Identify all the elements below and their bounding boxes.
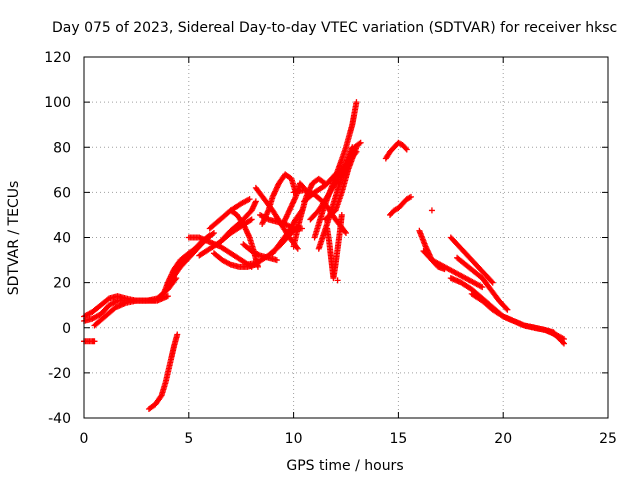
data-point bbox=[560, 340, 567, 347]
data-point bbox=[343, 229, 349, 236]
data-point bbox=[91, 338, 98, 345]
stray-points bbox=[330, 207, 435, 284]
data-point bbox=[504, 306, 511, 313]
series-arc-26 bbox=[311, 99, 360, 241]
data-point bbox=[407, 193, 414, 200]
data-point bbox=[488, 278, 495, 285]
y-tick-label: 20 bbox=[53, 276, 71, 292]
chart-title: Day 075 of 2023, Sidereal Day-to-day VTE… bbox=[52, 20, 617, 36]
data-point bbox=[559, 339, 566, 346]
data-point bbox=[273, 257, 280, 264]
series-arc-35 bbox=[454, 254, 511, 313]
series-arc-31 bbox=[382, 139, 410, 162]
series-arc-34 bbox=[447, 234, 496, 286]
y-tick-label: 0 bbox=[62, 321, 71, 337]
series-arc-28 bbox=[324, 211, 345, 282]
data-point bbox=[428, 207, 435, 214]
data-point bbox=[164, 293, 171, 300]
data-point bbox=[209, 230, 216, 237]
series-arc-30 bbox=[387, 193, 414, 218]
x-tick-label: 10 bbox=[285, 431, 303, 447]
data-point bbox=[246, 196, 253, 203]
series-arc-05 bbox=[145, 331, 181, 412]
series-arc-33 bbox=[420, 248, 486, 291]
data-point bbox=[479, 284, 486, 291]
x-tick-label: 20 bbox=[494, 431, 512, 447]
data-point bbox=[489, 279, 496, 286]
x-tick-label: 0 bbox=[80, 431, 89, 447]
y-tick-label: 60 bbox=[53, 185, 71, 201]
y-tick-label: 80 bbox=[53, 140, 71, 156]
y-tick-label: 100 bbox=[44, 95, 71, 111]
x-tick-label: 25 bbox=[599, 431, 617, 447]
series-arc-40 bbox=[542, 327, 567, 347]
x-axis-label: GPS time / hours bbox=[286, 458, 403, 474]
data-point bbox=[356, 140, 363, 147]
data-point bbox=[353, 144, 360, 151]
data-point bbox=[338, 211, 345, 218]
data-point bbox=[294, 245, 301, 252]
data-point bbox=[503, 305, 510, 312]
y-tick-label: -40 bbox=[48, 411, 71, 427]
data-point bbox=[357, 139, 364, 146]
data-point bbox=[174, 331, 181, 338]
y-axis-label: SDTVAR / TECUs bbox=[6, 181, 22, 296]
data-point bbox=[330, 270, 337, 277]
data-point bbox=[210, 229, 217, 236]
data-point bbox=[252, 198, 259, 205]
y-tick-label: 40 bbox=[53, 231, 71, 247]
data-markers bbox=[81, 99, 567, 412]
data-point bbox=[402, 145, 409, 152]
data-point bbox=[334, 277, 341, 284]
data-point bbox=[353, 99, 360, 106]
series-arc-04 bbox=[81, 338, 98, 345]
y-tick-label: 120 bbox=[44, 50, 71, 66]
axis-ticks: 0 5 10 15 20 25 -40 -20 0 20 40 60 80 100 120 bbox=[44, 50, 617, 447]
x-tick-label: 5 bbox=[184, 431, 193, 447]
data-point bbox=[152, 297, 159, 304]
series-arc-13 bbox=[217, 198, 259, 246]
data-point bbox=[342, 228, 349, 235]
series-arc-29 bbox=[322, 144, 360, 223]
y-tick-label: -20 bbox=[48, 366, 71, 382]
data-point bbox=[403, 146, 410, 153]
data-point bbox=[248, 216, 255, 223]
x-tick-label: 15 bbox=[389, 431, 407, 447]
series-arc-03 bbox=[91, 297, 159, 329]
data-point bbox=[247, 217, 254, 224]
